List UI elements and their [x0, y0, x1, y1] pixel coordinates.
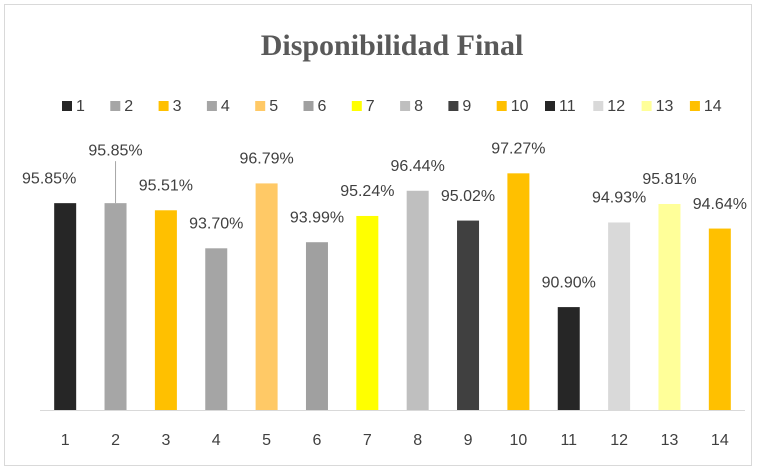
legend-label: 12	[607, 98, 625, 115]
data-label: 95.81%	[642, 171, 696, 188]
x-tick-label: 11	[560, 432, 577, 449]
legend-label: 11	[559, 98, 576, 115]
bar	[255, 183, 278, 410]
legend-swatch	[496, 101, 507, 111]
x-tick-label: 5	[262, 432, 271, 449]
legend-swatch	[545, 101, 555, 111]
legend-swatch	[206, 101, 217, 111]
x-tick-label: 7	[363, 432, 372, 449]
data-label: 95.85%	[22, 170, 76, 187]
legend-label: 7	[366, 98, 375, 115]
data-label: 93.70%	[189, 216, 243, 233]
x-tick-label: 10	[509, 432, 527, 449]
legend-swatch	[303, 101, 314, 111]
legend-label: 9	[462, 98, 471, 115]
legend-swatch	[400, 101, 411, 111]
bar	[557, 307, 580, 410]
x-tick-label: 6	[313, 432, 322, 449]
legend-label: 4	[221, 98, 230, 115]
legend-swatch	[351, 101, 362, 111]
legend-label: 13	[656, 98, 674, 115]
data-label: 97.27%	[491, 141, 545, 158]
bar	[457, 220, 480, 410]
x-tick-label: 2	[111, 432, 120, 449]
legend-label: 10	[511, 98, 529, 115]
bar	[708, 228, 731, 410]
bar	[658, 203, 681, 410]
legend-label: 6	[318, 98, 327, 115]
bar	[54, 203, 77, 410]
x-tick-label: 14	[711, 432, 729, 449]
x-tick-label: 3	[161, 432, 170, 449]
chart-title: Disponibilidad Final	[261, 29, 524, 62]
legend-swatch	[62, 101, 72, 111]
bar	[356, 215, 379, 410]
x-tick-label: 4	[212, 432, 221, 449]
legend-label: 14	[704, 98, 722, 115]
data-label: 96.44%	[391, 158, 445, 175]
data-label: 94.93%	[592, 190, 646, 207]
bar	[507, 173, 530, 410]
legend-label: 3	[173, 98, 182, 115]
legend-label: 5	[269, 98, 278, 115]
bar	[205, 248, 228, 410]
bar	[305, 242, 328, 410]
legend-swatch	[641, 101, 652, 111]
data-label: 90.90%	[542, 274, 596, 291]
x-tick-label: 8	[413, 432, 422, 449]
data-label: 95.02%	[441, 188, 495, 205]
legend-swatch	[593, 101, 604, 111]
bar	[406, 190, 429, 410]
x-tick-label: 13	[661, 432, 679, 449]
legend-swatch	[255, 101, 266, 111]
bar	[154, 210, 177, 410]
legend-swatch	[158, 101, 169, 111]
data-label: 93.99%	[290, 209, 344, 226]
bar	[104, 203, 127, 410]
data-label: 95.24%	[340, 183, 394, 200]
x-tick-label: 9	[464, 432, 473, 449]
legend-label: 2	[124, 98, 133, 115]
x-tick-label: 1	[61, 432, 70, 449]
data-label: 95.51%	[139, 178, 193, 195]
data-label: 96.79%	[239, 151, 293, 168]
legend-label: 8	[414, 98, 423, 115]
legend-label: 1	[76, 98, 85, 115]
legend-swatch	[110, 101, 121, 111]
legend-swatch	[689, 101, 700, 111]
data-label: 94.64%	[693, 196, 747, 213]
x-tick-label: 12	[610, 432, 628, 449]
bar	[608, 222, 631, 410]
legend-swatch	[448, 101, 459, 111]
data-label: 95.85%	[88, 142, 142, 159]
